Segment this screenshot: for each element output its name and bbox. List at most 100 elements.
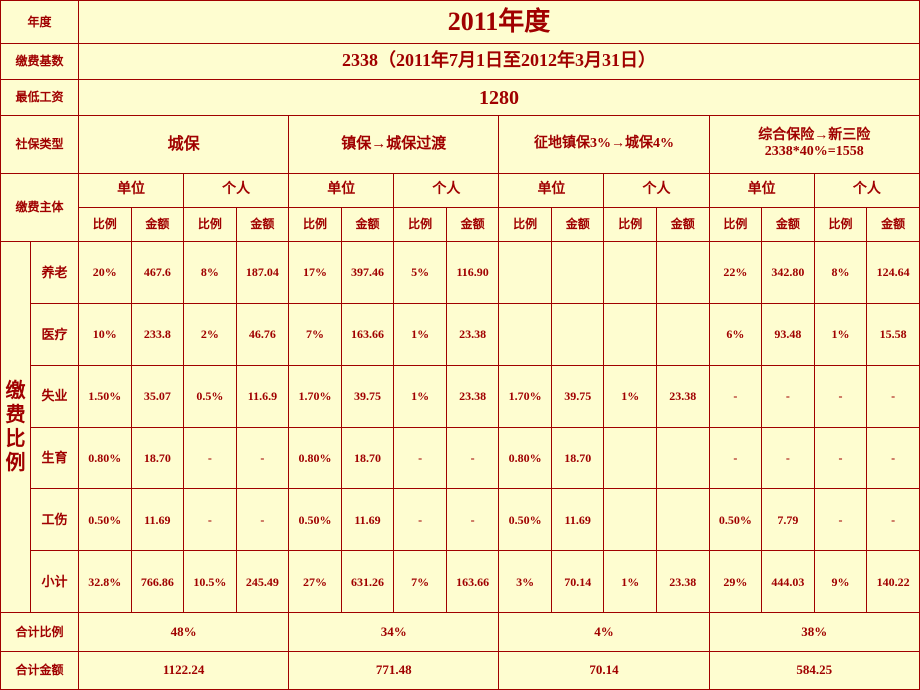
data-cell: 23.38: [657, 365, 710, 427]
col-ratio: 比例: [289, 207, 342, 241]
data-cell: -: [184, 489, 237, 551]
data-cell: 8%: [184, 242, 237, 304]
row-label: 工伤: [31, 489, 79, 551]
data-cell: 0.50%: [499, 489, 552, 551]
data-cell: 0.80%: [289, 427, 342, 489]
data-cell: 124.64: [867, 242, 920, 304]
data-cell: 7%: [289, 303, 342, 365]
person-2: 个人: [604, 173, 709, 207]
data-cell: -: [762, 365, 815, 427]
total-amount-cell: 1122.24: [79, 651, 289, 689]
label-instype: 社保类型: [1, 116, 79, 174]
data-cell: [657, 242, 710, 304]
data-cell: 1.50%: [79, 365, 132, 427]
data-cell: -: [867, 365, 920, 427]
data-cell: 32.8%: [79, 551, 132, 613]
data-cell: [657, 427, 710, 489]
data-cell: -: [446, 489, 499, 551]
data-cell: 18.70: [131, 427, 184, 489]
unit-3: 单位: [709, 173, 814, 207]
type-0: 城保: [79, 116, 289, 174]
data-cell: 7.79: [762, 489, 815, 551]
data-cell: 116.90: [446, 242, 499, 304]
data-cell: 15.58: [867, 303, 920, 365]
data-cell: -: [814, 365, 867, 427]
data-cell: 27%: [289, 551, 342, 613]
data-cell: 444.03: [762, 551, 815, 613]
data-cell: 1.70%: [499, 365, 552, 427]
data-cell: 397.46: [341, 242, 394, 304]
col-ratio: 比例: [709, 207, 762, 241]
label-base: 缴费基数: [1, 43, 79, 79]
data-cell: 46.76: [236, 303, 289, 365]
data-cell: 39.75: [551, 365, 604, 427]
data-cell: 7%: [394, 551, 447, 613]
label-payer: 缴费主体: [1, 173, 79, 241]
data-cell: 0.50%: [289, 489, 342, 551]
data-cell: 11.6.9: [236, 365, 289, 427]
data-cell: 3%: [499, 551, 552, 613]
data-cell: 9%: [814, 551, 867, 613]
data-cell: 23.38: [657, 551, 710, 613]
data-cell: 35.07: [131, 365, 184, 427]
data-cell: 39.75: [341, 365, 394, 427]
type-3: 综合保险→新三险 2338*40%=1558: [709, 116, 919, 174]
data-cell: -: [236, 427, 289, 489]
data-cell: 766.86: [131, 551, 184, 613]
data-cell: -: [709, 427, 762, 489]
data-cell: 18.70: [341, 427, 394, 489]
col-ratio: 比例: [184, 207, 237, 241]
data-cell: 163.66: [341, 303, 394, 365]
type-1: 镇保→城保过渡: [289, 116, 499, 174]
col-amount: 金额: [551, 207, 604, 241]
data-cell: 29%: [709, 551, 762, 613]
data-cell: 467.6: [131, 242, 184, 304]
label-total-amount: 合计金额: [1, 651, 79, 689]
data-cell: 0.50%: [79, 489, 132, 551]
data-cell: -: [394, 489, 447, 551]
data-cell: 11.69: [341, 489, 394, 551]
label-year: 年度: [1, 1, 79, 44]
minwage-value: 1280: [79, 79, 920, 115]
data-cell: 70.14: [551, 551, 604, 613]
data-cell: [604, 427, 657, 489]
data-cell: 1.70%: [289, 365, 342, 427]
data-cell: 1%: [604, 365, 657, 427]
data-cell: [604, 489, 657, 551]
data-cell: [551, 242, 604, 304]
type-2: 征地镇保3%→城保4%: [499, 116, 709, 174]
data-cell: 1%: [604, 551, 657, 613]
total-ratio-cell: 38%: [709, 613, 919, 651]
col-amount: 金额: [236, 207, 289, 241]
person-3: 个人: [814, 173, 919, 207]
unit-0: 单位: [79, 173, 184, 207]
total-amount-cell: 70.14: [499, 651, 709, 689]
data-cell: [499, 242, 552, 304]
row-label: 医疗: [31, 303, 79, 365]
data-cell: 17%: [289, 242, 342, 304]
col-amount: 金额: [762, 207, 815, 241]
col-amount: 金额: [867, 207, 920, 241]
total-amount-cell: 771.48: [289, 651, 499, 689]
data-cell: 1%: [814, 303, 867, 365]
data-cell: -: [184, 427, 237, 489]
data-cell: -: [394, 427, 447, 489]
data-cell: [604, 242, 657, 304]
data-cell: -: [867, 489, 920, 551]
total-ratio-cell: 34%: [289, 613, 499, 651]
data-cell: -: [446, 427, 499, 489]
total-ratio-cell: 48%: [79, 613, 289, 651]
row-label: 养老: [31, 242, 79, 304]
total-ratio-cell: 4%: [499, 613, 709, 651]
data-cell: 140.22: [867, 551, 920, 613]
data-cell: [551, 303, 604, 365]
data-cell: [657, 303, 710, 365]
col-amount: 金额: [446, 207, 499, 241]
col-ratio: 比例: [394, 207, 447, 241]
row-label: 生育: [31, 427, 79, 489]
data-cell: 20%: [79, 242, 132, 304]
data-cell: 0.80%: [499, 427, 552, 489]
data-cell: 233.8: [131, 303, 184, 365]
label-total-ratio: 合计比例: [1, 613, 79, 651]
col-ratio: 比例: [79, 207, 132, 241]
